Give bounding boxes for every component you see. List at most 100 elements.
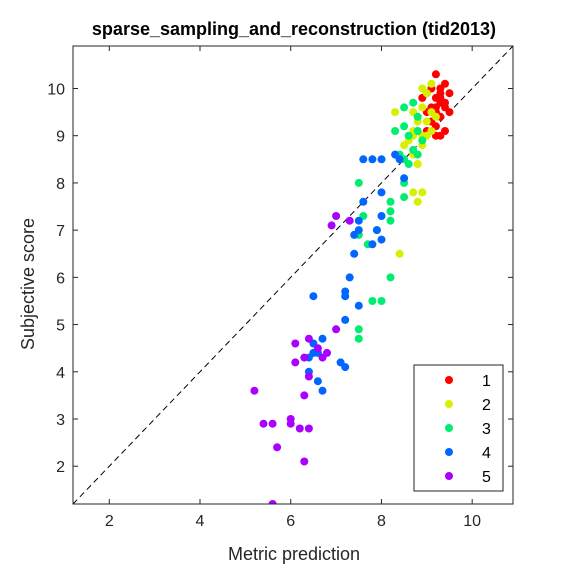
point-series-4-1 [359,155,368,164]
point-series-3-14 [354,178,363,187]
x-tick-label-2: 2 [105,513,114,530]
y-tick-label-6: 6 [56,270,65,287]
y-tick-label-3: 3 [56,412,65,429]
point-series-4-12 [350,230,359,239]
y-tick-label-10: 10 [47,81,65,98]
point-series-2-22 [418,188,427,197]
point-series-3-3 [391,127,400,135]
plot-area: 2 4 6 8 10 2 3 4 5 6 7 8 9 10 [47,45,514,530]
point-series-3-16 [400,193,409,202]
point-series-5-9 [300,353,309,362]
point-series-5-4 [304,334,313,343]
point-series-5-18 [304,424,313,433]
point-series-4-28 [341,363,350,372]
point-series-3-24 [377,297,386,305]
x-tick-label-4: 4 [196,513,205,530]
point-series-4-6 [377,188,386,197]
point-series-3-2 [413,112,422,121]
y-tick-label-9: 9 [56,129,65,146]
point-series-3-26 [354,325,363,334]
point-series-3-27 [354,334,363,343]
point-series-4-7 [359,197,368,206]
point-series-5-15 [286,419,295,428]
point-series-1-0 [431,70,440,79]
point-series-5-19 [295,424,304,433]
point-series-5-5 [291,339,300,348]
x-tick-label-6: 6 [286,513,295,530]
point-series-3-1 [409,98,418,107]
point-series-2-20 [413,160,422,168]
point-series-2-17 [400,141,409,150]
reference-diagonal-line [73,46,513,504]
point-series-4-20 [354,301,363,310]
legend-marker-2 [445,400,453,408]
point-series-2-7 [431,112,440,121]
point-series-5-11 [304,372,313,381]
chart-title: sparse_sampling_and_reconstruction (tid2… [92,19,496,39]
point-series-3-18 [386,216,395,225]
point-series-1-23 [436,93,445,102]
legend-marker-1 [445,376,453,384]
point-series-1-6 [445,89,454,98]
y-axis-label: Subjective score [18,218,38,350]
point-series-4-3 [395,155,404,164]
y-tick-label-5: 5 [56,318,65,335]
point-series-5-16 [268,419,277,428]
point-series-5-3 [332,325,341,334]
point-series-3-6 [404,131,413,140]
point-series-3-25 [368,297,377,305]
point-series-2-6 [391,108,400,117]
legend-label-5: 5 [482,469,491,486]
legend-label-1: 1 [482,373,491,390]
point-series-3-4 [400,122,409,131]
point-series-3-17 [386,207,395,216]
point-series-4-8 [354,216,363,225]
point-series-4-9 [377,212,386,220]
point-series-4-19 [309,292,318,301]
point-series-3-12 [404,160,413,168]
point-series-5-10 [291,358,300,367]
point-series-2-0 [427,79,436,88]
point-series-2-24 [395,249,404,258]
legend-box [413,364,504,492]
point-series-4-13 [377,235,386,244]
point-series-5-22 [268,500,277,504]
point-series-5-20 [273,443,282,452]
point-series-4-0 [368,155,377,164]
point-series-5-17 [259,419,268,428]
point-series-3-7 [418,136,427,145]
legend-label-2: 2 [482,397,491,414]
point-series-4-16 [345,273,354,282]
point-series-4-10 [372,226,381,235]
x-tick-label-10: 10 [463,513,481,530]
point-series-3-0 [400,103,409,112]
y-tick-label-4: 4 [56,365,65,382]
point-series-2-2 [422,89,431,98]
point-series-5-21 [300,457,309,466]
point-series-5-6 [313,344,322,353]
point-series-2-3 [418,103,427,112]
point-series-2-21 [409,188,418,197]
point-series-4-22 [318,334,327,343]
legend: 1 2 3 4 5 [413,364,504,492]
y-tick-label-8: 8 [56,176,65,193]
point-series-2-9 [422,117,431,126]
point-series-4-31 [318,386,327,395]
point-series-4-5 [400,174,409,183]
data-points [250,70,454,504]
point-series-4-14 [368,240,377,249]
legend-marker-4 [445,448,453,456]
point-series-5-12 [300,391,309,400]
legend-marker-5 [445,472,453,480]
point-series-5-2 [327,221,336,230]
point-series-2-23 [413,197,422,206]
x-tick-label-8: 8 [377,513,386,530]
point-series-5-1 [332,212,341,220]
legend-label-4: 4 [482,445,491,462]
point-series-3-11 [413,150,422,159]
point-series-3-5 [413,127,422,135]
axes-box [72,45,514,505]
x-axis-label: Metric prediction [228,544,360,564]
point-series-1-22 [436,131,445,140]
